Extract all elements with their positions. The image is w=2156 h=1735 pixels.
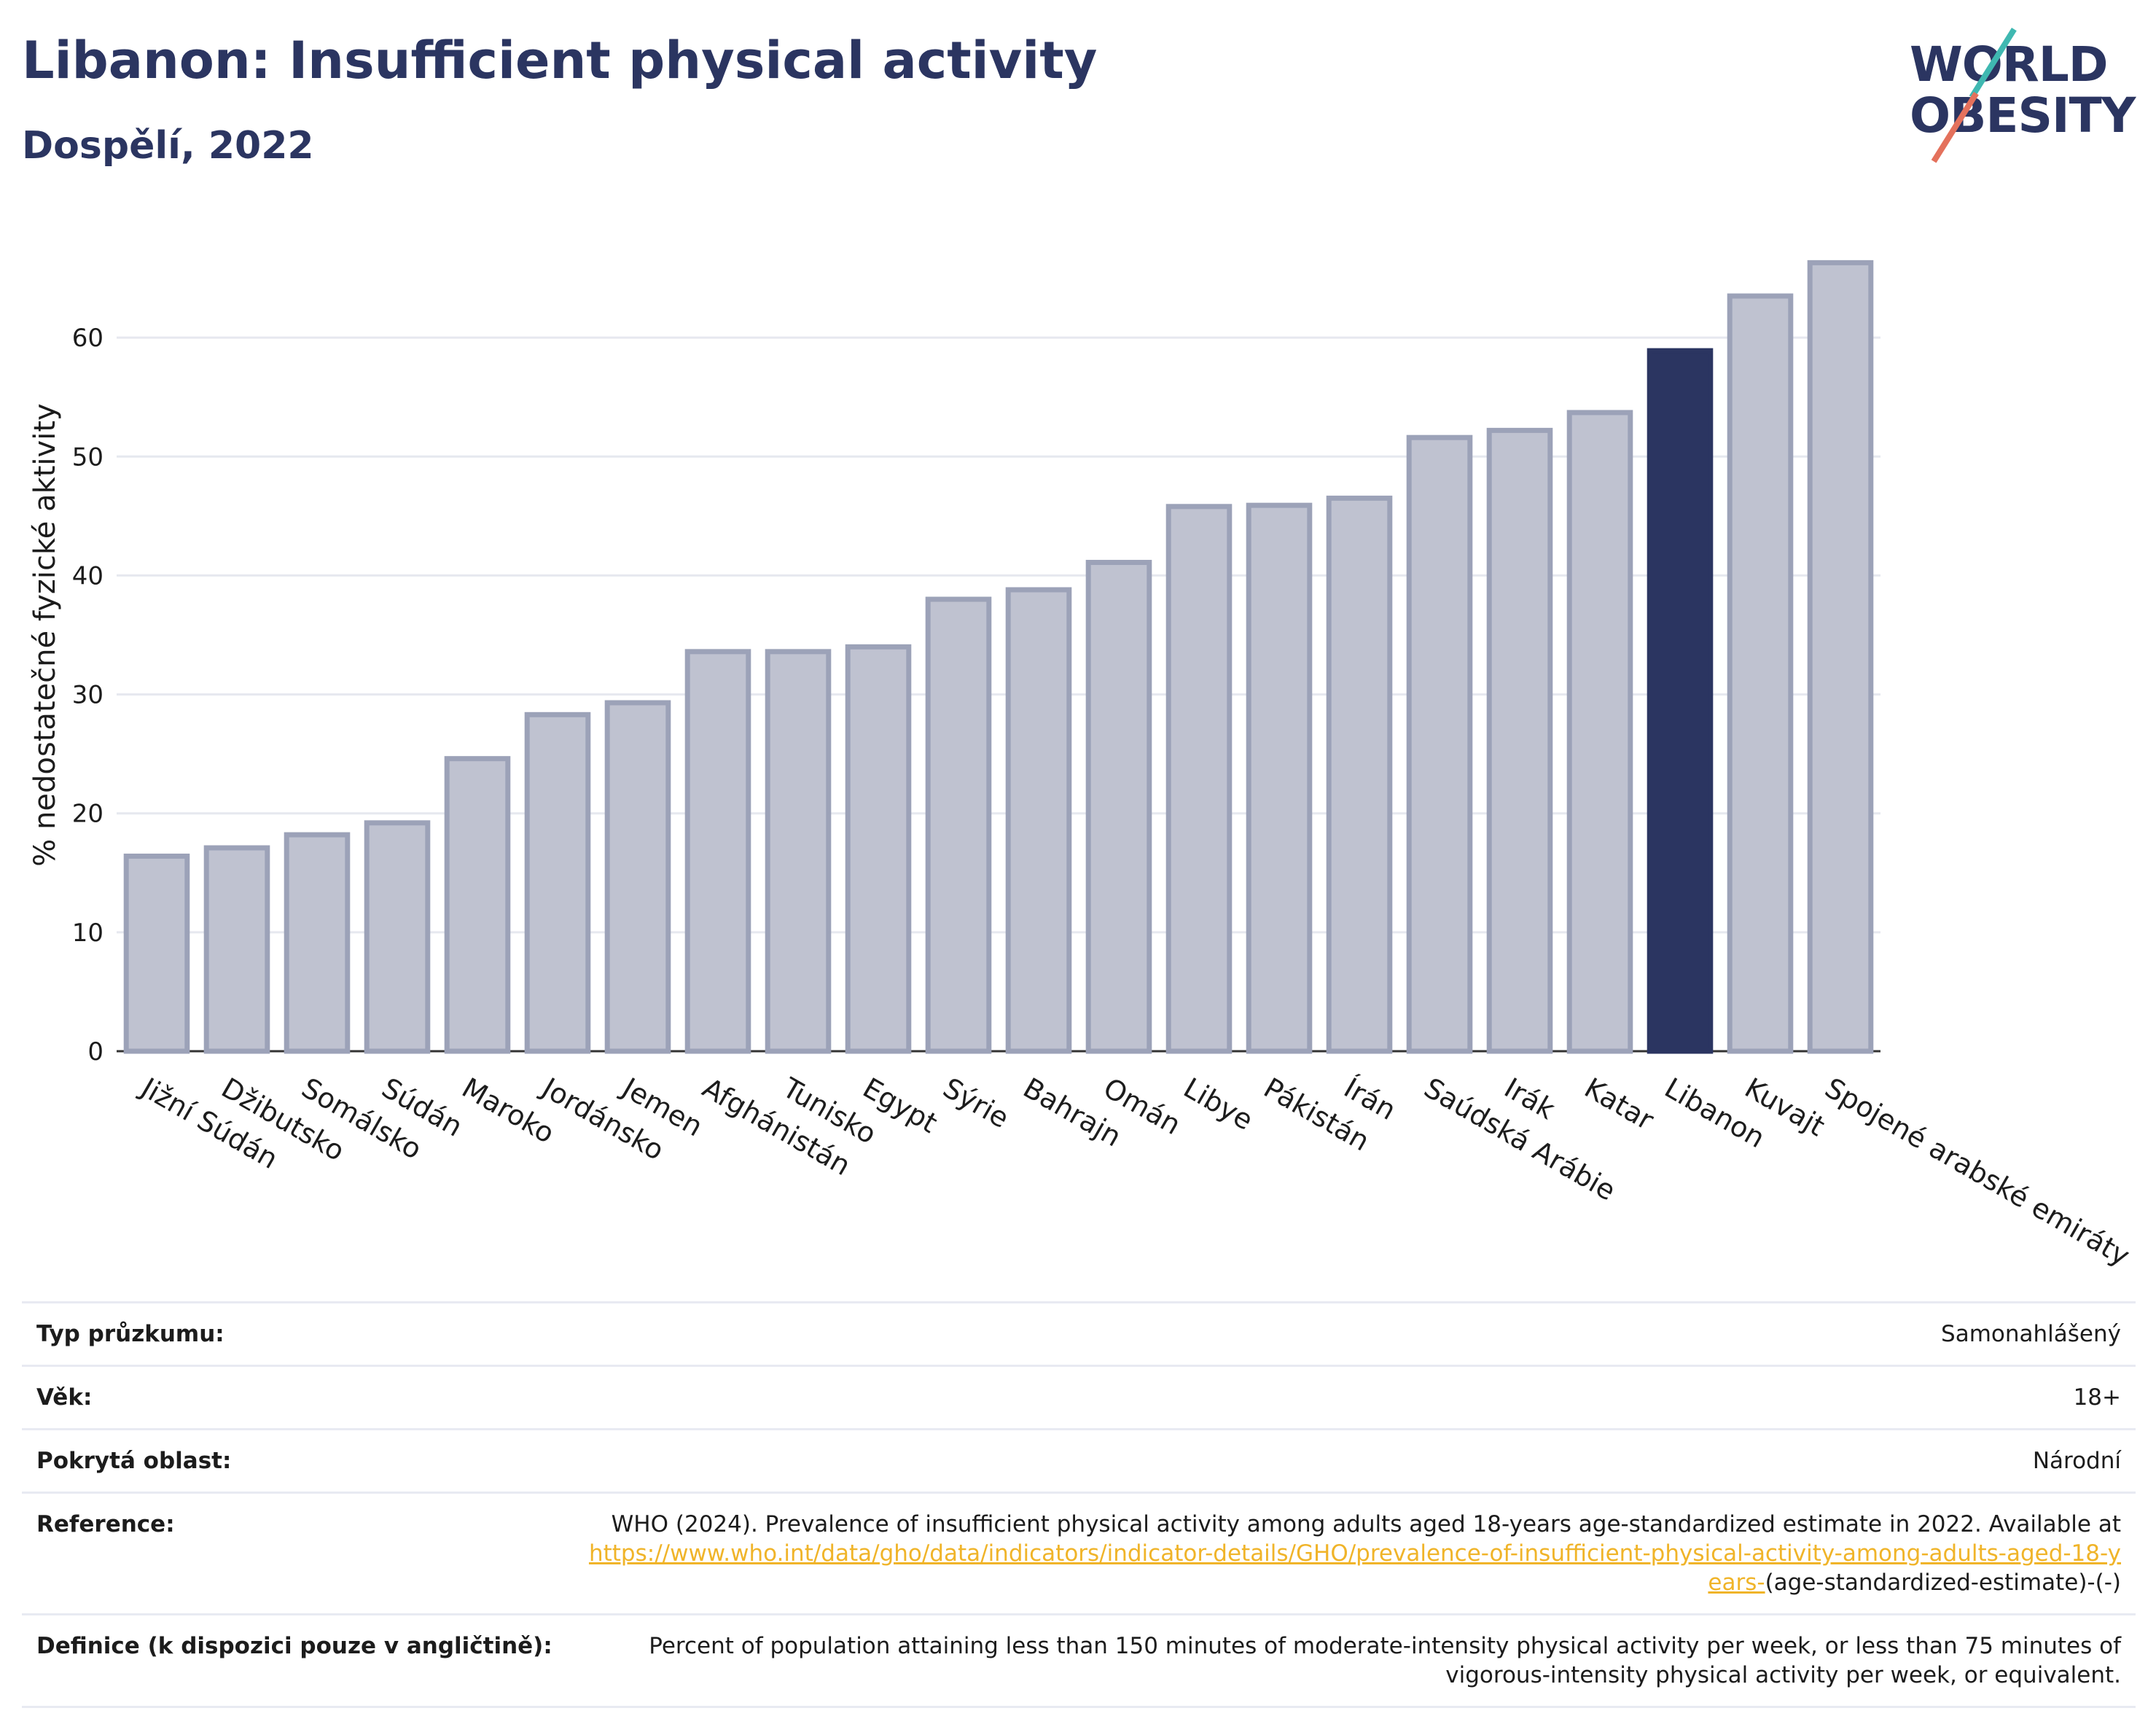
bar (203, 845, 270, 1054)
meta-key: Věk: (36, 1384, 93, 1411)
x-tick-label: Libye (1179, 1072, 1259, 1136)
meta-value: Percent of population attaining less tha… (649, 1633, 2121, 1688)
bar-chart: 0 10 20 30 40 50 60 Jižní SúdánDžibutskoSomáls… (28, 260, 2136, 1268)
y-tick-label: 10 (72, 919, 103, 948)
meta-row: Typ průzkumu: Samonahlášený (22, 1302, 2136, 1366)
bar (1165, 504, 1233, 1054)
reference-text: WHO (2024). Prevalence of insufficient p… (611, 1511, 2121, 1537)
meta-row-definition: Definice (k dispozici pouze v angličtině… (22, 1614, 2136, 1707)
meta-row-reference: Reference: WHO (2024). Prevalence of ins… (22, 1492, 2136, 1615)
reference-link[interactable]: https://www.who.int/data/gho/data/indica… (588, 1540, 2121, 1596)
y-tick-labels: 0 10 20 30 40 50 60 (72, 324, 103, 1067)
bar (925, 596, 992, 1054)
bar (1005, 587, 1072, 1054)
logo-line-2: OBESITY (1910, 87, 2136, 144)
y-axis-title: % nedostatečné fyzické aktivity (28, 403, 62, 866)
meta-row: Pokrytá oblast: Národní (22, 1429, 2136, 1493)
metadata-table: Typ průzkumu: Samonahlášený Věk: 18+ Pokrytá… (22, 1301, 2136, 1708)
bar (1246, 502, 1313, 1054)
bar (444, 756, 511, 1054)
reference-suffix: (age-standardized-estimate)-(-) (1765, 1570, 2121, 1596)
meta-value: WHO (2024). Prevalence of insufficient p… (567, 1493, 2136, 1615)
y-tick-label: 0 (87, 1037, 103, 1067)
meta-key: Pokrytá oblast: (36, 1448, 232, 1474)
bar (1566, 410, 1633, 1054)
y-tick-label: 40 (72, 561, 103, 590)
chart-subtitle: Dospělí, 2022 (22, 124, 314, 168)
meta-key: Reference: (36, 1511, 175, 1537)
bar (1727, 293, 1794, 1054)
x-tick-labels: Jižní SúdánDžibutskoSomálskoSúdánMarokoJ… (135, 1071, 2136, 1268)
meta-key: Typ průzkumu: (36, 1321, 224, 1347)
y-tick-label: 30 (72, 681, 103, 710)
y-tick-label: 20 (72, 800, 103, 829)
bar (524, 711, 591, 1054)
meta-value: Národní (2032, 1448, 2121, 1474)
bar (123, 853, 190, 1054)
bar (1807, 260, 1874, 1054)
bar (845, 644, 912, 1054)
x-tick-label: Spojené arabské emiráty (1820, 1072, 2136, 1268)
bar (604, 700, 671, 1054)
bar (364, 820, 431, 1054)
bar (284, 832, 351, 1054)
bar (1406, 434, 1473, 1054)
meta-row: Věk: 18+ (22, 1365, 2136, 1430)
y-tick-label: 50 (72, 442, 103, 472)
meta-value: 18+ (2073, 1384, 2121, 1411)
x-tick-label: Katar (1579, 1072, 1660, 1136)
bar (1647, 348, 1714, 1054)
y-tick-label: 60 (72, 324, 103, 353)
chart-title: Libanon: Insufficient physical activity (22, 31, 1098, 90)
bar (1085, 559, 1152, 1054)
logo-line-1: WORLD (1910, 36, 2109, 93)
bar (765, 649, 832, 1054)
bars (123, 260, 1874, 1054)
bar (1486, 427, 1553, 1054)
x-tick-label: Sýrie (938, 1072, 1015, 1134)
bar (1326, 495, 1393, 1054)
meta-value: Samonahlášený (1941, 1321, 2121, 1347)
meta-key: Definice (k dispozici pouze v angličtině… (36, 1633, 552, 1659)
bar (684, 649, 751, 1054)
world-obesity-logo: WORLD OBESITY (1895, 22, 2143, 163)
x-tick-label: Maroko (457, 1072, 561, 1150)
